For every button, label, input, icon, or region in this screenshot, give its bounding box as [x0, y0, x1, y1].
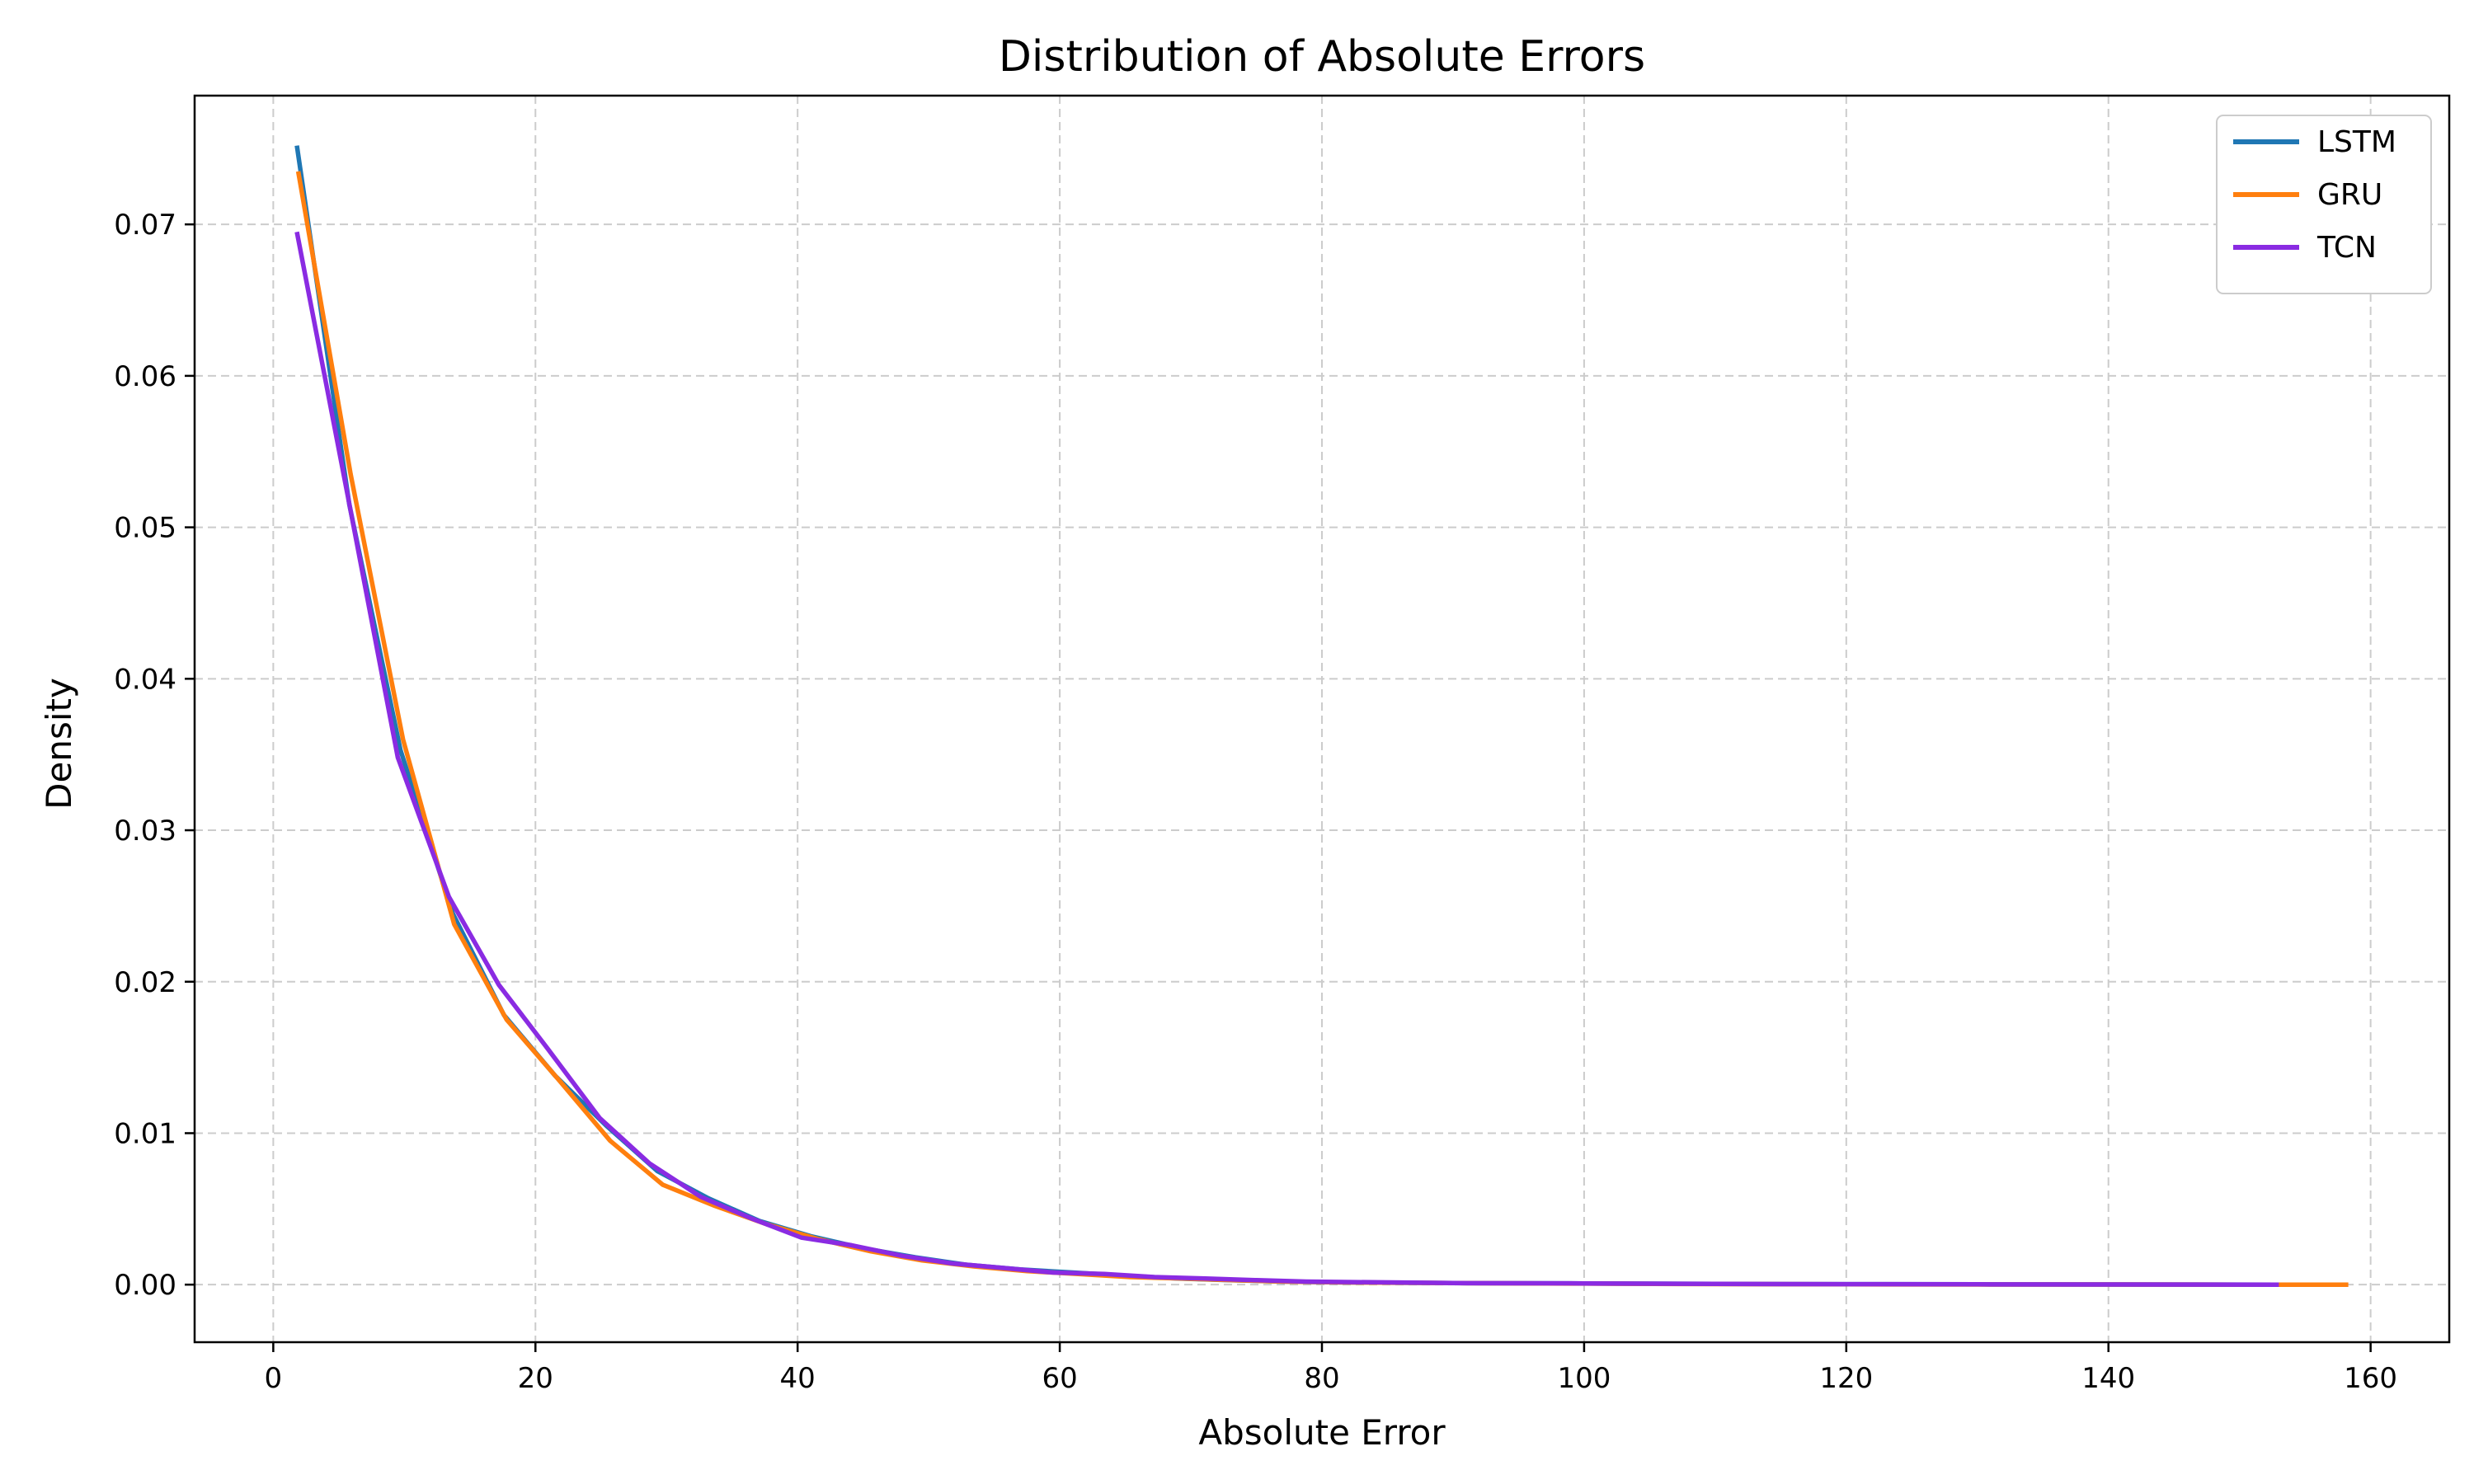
y-tick-label: 0.00 [114, 1269, 176, 1302]
legend-label-gru: GRU [2317, 178, 2382, 212]
legend-label-tcn: TCN [2316, 231, 2377, 265]
y-tick-label: 0.03 [114, 815, 176, 848]
x-axis-ticks: 0 20 40 60 80 100 120 140 160 [265, 1342, 2397, 1395]
plot-series-group [294, 145, 2349, 1287]
y-tick-label: 0.07 [114, 209, 176, 242]
y-tick-label: 0.02 [114, 966, 176, 999]
series-line-tcn [294, 231, 2279, 1287]
y-tick-label: 0.01 [114, 1117, 176, 1150]
y-tick-label: 0.06 [114, 360, 176, 393]
x-tick-label: 160 [2344, 1362, 2397, 1395]
legend-label-lstm: LSTM [2317, 125, 2396, 159]
y-axis-ticks: 0.00 0.01 0.02 0.03 0.04 0.05 0.06 0.07 [114, 209, 195, 1302]
y-tick-label: 0.04 [114, 663, 176, 696]
y-axis-label: Density [39, 678, 79, 810]
x-tick-label: 20 [518, 1362, 553, 1395]
chart-title: Distribution of Absolute Errors [999, 32, 1645, 82]
x-tick-label: 140 [2081, 1362, 2135, 1395]
x-tick-label: 80 [1304, 1362, 1339, 1395]
x-tick-label: 0 [265, 1362, 283, 1395]
y-gridlines [195, 223, 2449, 1286]
x-tick-label: 100 [1557, 1362, 1611, 1395]
x-tick-label: 40 [780, 1362, 816, 1395]
x-gridlines [272, 96, 2372, 1342]
x-axis-label: Absolute Error [1198, 1412, 1446, 1453]
legend: LSTM GRU TCN [2216, 115, 2432, 294]
y-tick-label: 0.05 [114, 512, 176, 545]
x-tick-label: 120 [1819, 1362, 1873, 1395]
x-tick-label: 60 [1042, 1362, 1077, 1395]
